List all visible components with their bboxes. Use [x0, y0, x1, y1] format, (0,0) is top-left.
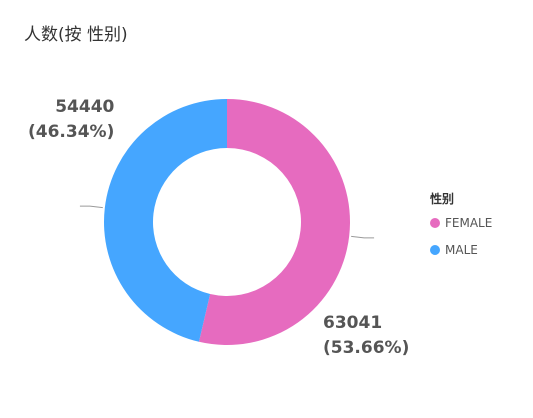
- male-percent-label: (46.34%): [28, 122, 115, 142]
- legend-title: 性别: [430, 192, 455, 206]
- legend-label-male: MALE: [445, 243, 478, 257]
- female-data-label: 63041 (53.66%): [323, 311, 409, 361]
- legend-marker-male: [430, 245, 440, 255]
- slice-male[interactable]: [104, 98, 227, 342]
- chart-title: 人数(按 性别): [24, 25, 128, 45]
- leader-line-female: [351, 235, 375, 239]
- leader-line-male: [79, 205, 103, 209]
- legend-marker-female: [430, 218, 440, 228]
- legend-item-male[interactable]: MALE: [430, 241, 492, 259]
- legend-label-female: FEMALE: [445, 216, 493, 230]
- female-percent-label: (53.66%): [323, 338, 410, 358]
- legend-item-female[interactable]: FEMALE: [430, 214, 492, 232]
- female-value-label: 63041: [323, 313, 383, 333]
- legend: 性别 FEMALE MALE: [430, 190, 492, 268]
- slice-female[interactable]: [198, 99, 350, 345]
- male-data-label: 54440 (46.34%): [28, 95, 114, 145]
- male-value-label: 54440: [55, 97, 115, 117]
